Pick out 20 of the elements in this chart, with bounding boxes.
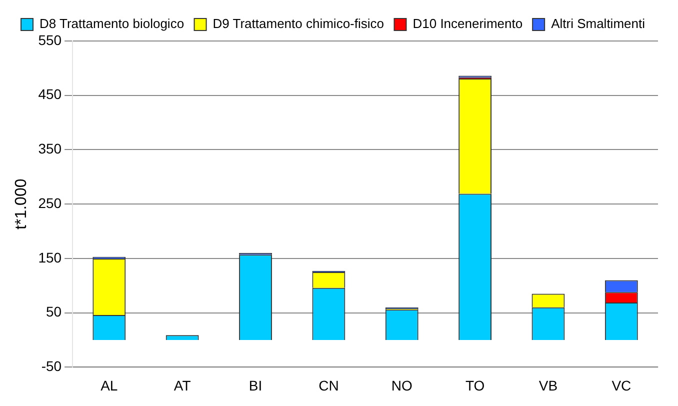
x-tick-label: VC: [612, 377, 632, 394]
x-tick-label: CN: [318, 377, 339, 394]
x-tick-label: AT: [174, 377, 192, 394]
x-tick-label: TO: [465, 377, 485, 394]
y-tick-label: 350: [38, 140, 62, 157]
y-tick-label: 450: [38, 86, 62, 102]
y-tick-label: -50: [41, 358, 62, 374]
x-tick-label: AL: [100, 377, 118, 394]
y-tick-label: 50: [46, 304, 62, 320]
legend-label: D9 Trattamento chimico-fisico: [212, 16, 384, 32]
y-tick-label: 550: [38, 32, 62, 48]
x-tick-label: BI: [248, 377, 262, 394]
y-axis-title: t*1.000: [13, 178, 30, 230]
y-tick-label: 150: [38, 249, 62, 266]
x-tick-label: VB: [538, 377, 558, 394]
legend-label: D10 Incenerimento: [412, 16, 523, 32]
x-tick-label: NO: [391, 377, 412, 394]
legend-label: D8 Trattamento biologico: [40, 16, 184, 32]
legend-label: Altri Smaltimenti: [551, 16, 646, 32]
y-tick-label: 250: [38, 194, 62, 211]
